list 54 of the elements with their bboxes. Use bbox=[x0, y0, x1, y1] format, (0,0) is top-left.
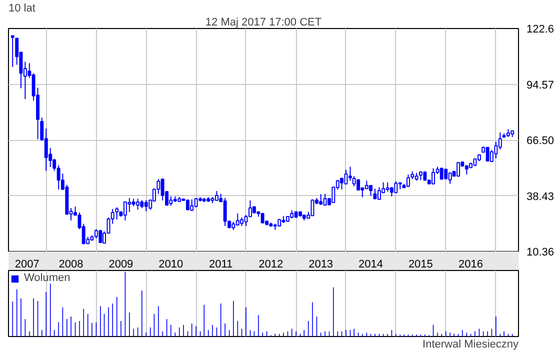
candlestick bbox=[123, 201, 127, 221]
chart-title: 10 lat bbox=[8, 2, 36, 14]
chart-subtitle: 12 Maj 2017 17:00 CET bbox=[205, 16, 322, 28]
candlestick bbox=[406, 174, 410, 188]
candlestick bbox=[223, 197, 227, 226]
x-tick-label: 2010 bbox=[158, 258, 184, 270]
candlestick bbox=[323, 193, 327, 206]
x-tick-label: 2011 bbox=[208, 258, 233, 270]
candlestick bbox=[386, 182, 390, 192]
candlestick bbox=[456, 162, 460, 177]
candlestick bbox=[94, 228, 98, 240]
y-tick-label: 66.50 bbox=[526, 135, 554, 147]
candlestick bbox=[310, 198, 314, 216]
candlestick bbox=[378, 186, 381, 200]
x-tick-label: 2015 bbox=[408, 258, 433, 270]
candlestick bbox=[10, 35, 14, 68]
x-tick-label: 2009 bbox=[108, 258, 134, 270]
candlestick bbox=[190, 198, 194, 212]
candlestick bbox=[494, 141, 498, 159]
candlestick bbox=[144, 200, 148, 212]
candlestick bbox=[464, 164, 468, 176]
x-tick-label: 2008 bbox=[58, 258, 84, 270]
candlestick bbox=[394, 180, 398, 194]
candlestick bbox=[498, 132, 502, 150]
text: Interwal Miesieczny bbox=[422, 338, 519, 350]
candlestick bbox=[390, 186, 394, 197]
candlestick bbox=[136, 198, 140, 210]
candlestick bbox=[115, 206, 119, 220]
candlestick bbox=[344, 169, 348, 184]
candlestick bbox=[432, 168, 436, 184]
candlestick bbox=[340, 177, 344, 190]
candlestick bbox=[369, 184, 372, 196]
candlestick bbox=[440, 168, 444, 180]
candlestick bbox=[194, 197, 198, 208]
candlestick bbox=[356, 178, 360, 191]
candlestick bbox=[490, 150, 494, 162]
candlestick bbox=[486, 146, 490, 162]
candlestick bbox=[352, 176, 356, 187]
x-tick-label: 2007 bbox=[14, 258, 40, 270]
candlestick bbox=[214, 190, 218, 201]
x-tick-label: 2016 bbox=[458, 258, 484, 270]
y-tick-label: 38.43 bbox=[526, 190, 554, 203]
y-tick-label: 122.6 bbox=[526, 24, 554, 36]
candlestick bbox=[128, 197, 132, 212]
y-tick-label: 10.36 bbox=[526, 246, 554, 258]
x-tick-label: 2013 bbox=[308, 258, 334, 270]
candlestick bbox=[236, 212, 240, 226]
x-tick-label: 2014 bbox=[358, 258, 383, 270]
candlestick bbox=[448, 172, 452, 184]
candlestick bbox=[260, 212, 264, 224]
candlestick bbox=[373, 188, 377, 200]
x-tick-label: 2012 bbox=[258, 258, 284, 270]
legend-label: Wolumen bbox=[24, 272, 70, 284]
y-tick-label: 94.57 bbox=[526, 79, 554, 92]
